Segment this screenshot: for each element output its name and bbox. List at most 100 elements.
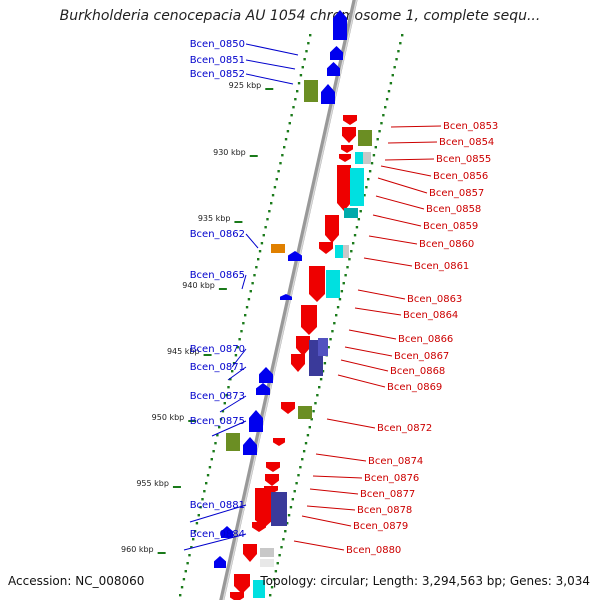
gene-leader-line xyxy=(348,329,397,340)
track-dot xyxy=(336,306,340,309)
track-dot xyxy=(258,250,262,253)
track-dot xyxy=(368,170,372,173)
gene-arrow-reverse xyxy=(339,154,351,162)
kbp-label: 945 kbp xyxy=(167,347,200,356)
track-dot xyxy=(282,538,285,541)
track-dot xyxy=(203,490,206,493)
track-dot xyxy=(253,274,256,277)
track-dot xyxy=(331,330,334,333)
gene-leader-line xyxy=(354,307,402,316)
track-dot xyxy=(249,290,252,293)
track-dot xyxy=(314,402,317,405)
track-dot xyxy=(281,154,284,157)
track-dot xyxy=(218,426,221,429)
track-dot xyxy=(303,58,306,61)
gene-label-reverse: Bcen_0872 xyxy=(377,423,432,434)
track-dot xyxy=(273,186,277,189)
track-dot xyxy=(309,34,312,37)
track-dot xyxy=(182,578,186,581)
gene-leader-line xyxy=(363,257,413,267)
gene-label-forward: Bcen_0870 xyxy=(190,344,245,355)
gene-leader-line xyxy=(219,395,247,413)
track-dot xyxy=(223,402,226,405)
track-dot xyxy=(335,314,338,317)
misc-feature xyxy=(253,580,265,598)
misc-feature xyxy=(318,338,328,356)
track-dot xyxy=(288,122,291,125)
track-dot xyxy=(214,442,217,445)
track-dot xyxy=(346,266,349,269)
misc-feature xyxy=(335,245,343,258)
track-dot xyxy=(385,98,389,101)
kbp-label: 940 kbp xyxy=(182,281,215,290)
gene-arrow-forward xyxy=(256,383,270,395)
track-dot xyxy=(299,74,303,77)
track-dot xyxy=(367,178,370,181)
track-dot xyxy=(387,90,391,93)
track-dot xyxy=(327,346,330,349)
gene-arrow-reverse xyxy=(341,145,353,153)
track-dot xyxy=(260,242,264,245)
track-dot xyxy=(316,394,319,397)
gene-leader-line xyxy=(183,533,247,551)
track-dot xyxy=(319,378,323,381)
gene-arrow-forward xyxy=(249,410,263,432)
pseudo-feature xyxy=(363,152,371,164)
track-dot xyxy=(297,474,300,477)
kbp-label: 935 kbp xyxy=(198,214,231,223)
gene-label-reverse: Bcen_0863 xyxy=(407,294,462,305)
track-dot xyxy=(323,362,327,365)
track-dot xyxy=(357,218,361,221)
track-dot xyxy=(296,90,299,93)
map-title: Burkholderia cenocepacia AU 1054 chromos… xyxy=(59,8,541,24)
gene-arrow-forward xyxy=(288,251,302,261)
gene-leader-line xyxy=(227,366,247,381)
rna-feature xyxy=(226,433,240,451)
track-dot xyxy=(302,450,306,453)
track-dot xyxy=(231,370,234,373)
track-dot xyxy=(284,530,287,533)
gene-leader-line xyxy=(384,158,435,161)
gene-arrow-reverse xyxy=(342,127,356,143)
gene-arrow-reverse xyxy=(255,488,273,528)
gene-leader-line xyxy=(372,214,422,227)
misc-feature xyxy=(344,208,358,218)
gene-label-reverse: Bcen_0860 xyxy=(419,239,474,250)
track-dot xyxy=(291,498,295,501)
gene-arrow-reverse xyxy=(273,438,285,446)
track-dot xyxy=(283,146,286,149)
track-dot xyxy=(229,378,232,381)
track-dot xyxy=(401,34,404,37)
kbp-label: 955 kbp xyxy=(136,479,169,488)
track-dot xyxy=(340,290,344,293)
gene-leader-line xyxy=(377,177,428,194)
gene-arrow-reverse xyxy=(337,165,351,211)
track-dot xyxy=(262,234,265,237)
track-dot xyxy=(353,234,357,237)
track-dot xyxy=(206,474,210,477)
track-dot xyxy=(292,106,295,109)
track-dot xyxy=(359,210,362,213)
track-dot xyxy=(306,434,310,437)
gene-label-forward: Bcen_0871 xyxy=(190,362,245,373)
gene-leader-line xyxy=(245,59,296,70)
track-dot xyxy=(299,466,302,469)
track-dot xyxy=(301,458,304,461)
gene-leader-line xyxy=(340,359,389,372)
gene-label-reverse: Bcen_0858 xyxy=(426,204,481,215)
track-dot xyxy=(238,338,241,341)
gene-label-reverse: Bcen_0866 xyxy=(398,334,453,345)
gene-arrow-reverse xyxy=(230,592,244,600)
gene-label-forward: Bcen_0850 xyxy=(190,39,245,50)
gene-label-reverse: Bcen_0855 xyxy=(436,154,491,165)
gene-leader-line xyxy=(337,374,386,388)
gene-arrow-reverse xyxy=(319,242,333,254)
gene-label-reverse: Bcen_0854 xyxy=(439,137,494,148)
gene-leader-line xyxy=(189,504,247,523)
track-dot xyxy=(355,226,359,229)
gene-arrow-reverse xyxy=(291,354,305,372)
track-dot xyxy=(271,194,275,197)
gene-arrow-forward xyxy=(259,367,273,383)
track-dot xyxy=(221,410,225,413)
gene-leader-line xyxy=(293,540,345,551)
